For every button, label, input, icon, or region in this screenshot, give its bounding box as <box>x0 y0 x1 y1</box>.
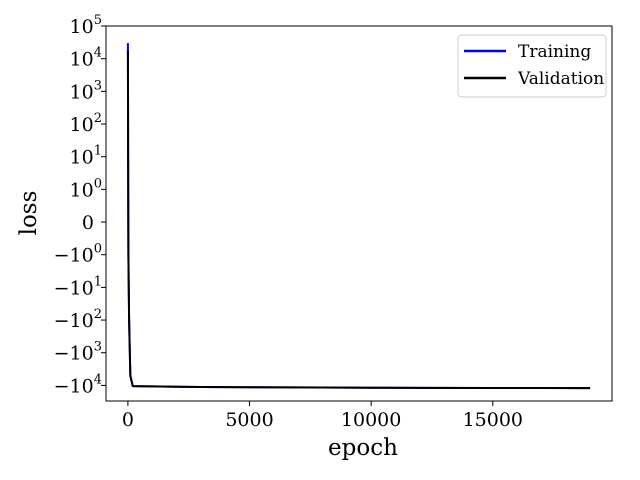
y-tick-label: −101 <box>54 274 102 299</box>
y-tick-label: −102 <box>54 307 102 332</box>
y-tick-label: 100 <box>70 176 102 201</box>
legend: Training Validation <box>457 34 607 98</box>
y-tick-label: −103 <box>54 340 102 365</box>
x-tick-label: 5000 <box>225 409 273 431</box>
y-axis-label: loss <box>16 191 42 236</box>
y-tick-label: 101 <box>70 144 102 169</box>
x-axis-label: epoch <box>328 435 398 461</box>
x-tick-label: 0 <box>122 409 134 431</box>
y-axis: 105 104 103 102 101 100 0 −100 −101 −102 −103 −104 <box>54 13 106 397</box>
legend-label-validation: Validation <box>517 69 604 89</box>
y-tick-label: 0 <box>82 212 94 234</box>
x-tick-label: 10000 <box>341 409 401 431</box>
y-tick-label: −104 <box>54 372 102 397</box>
y-tick-label: 104 <box>70 46 102 71</box>
y-tick-label: 105 <box>70 13 102 38</box>
y-tick-label: 103 <box>70 78 102 103</box>
series-line-validation <box>126 50 591 390</box>
y-tick-label: 102 <box>70 111 102 136</box>
legend-label-training: Training <box>518 42 591 62</box>
x-axis: 0 5000 10000 15000 <box>122 401 523 431</box>
x-tick-label: 15000 <box>463 409 523 431</box>
y-tick-label: −100 <box>54 242 102 267</box>
plot-frame <box>105 25 613 402</box>
plot-area <box>126 43 591 390</box>
